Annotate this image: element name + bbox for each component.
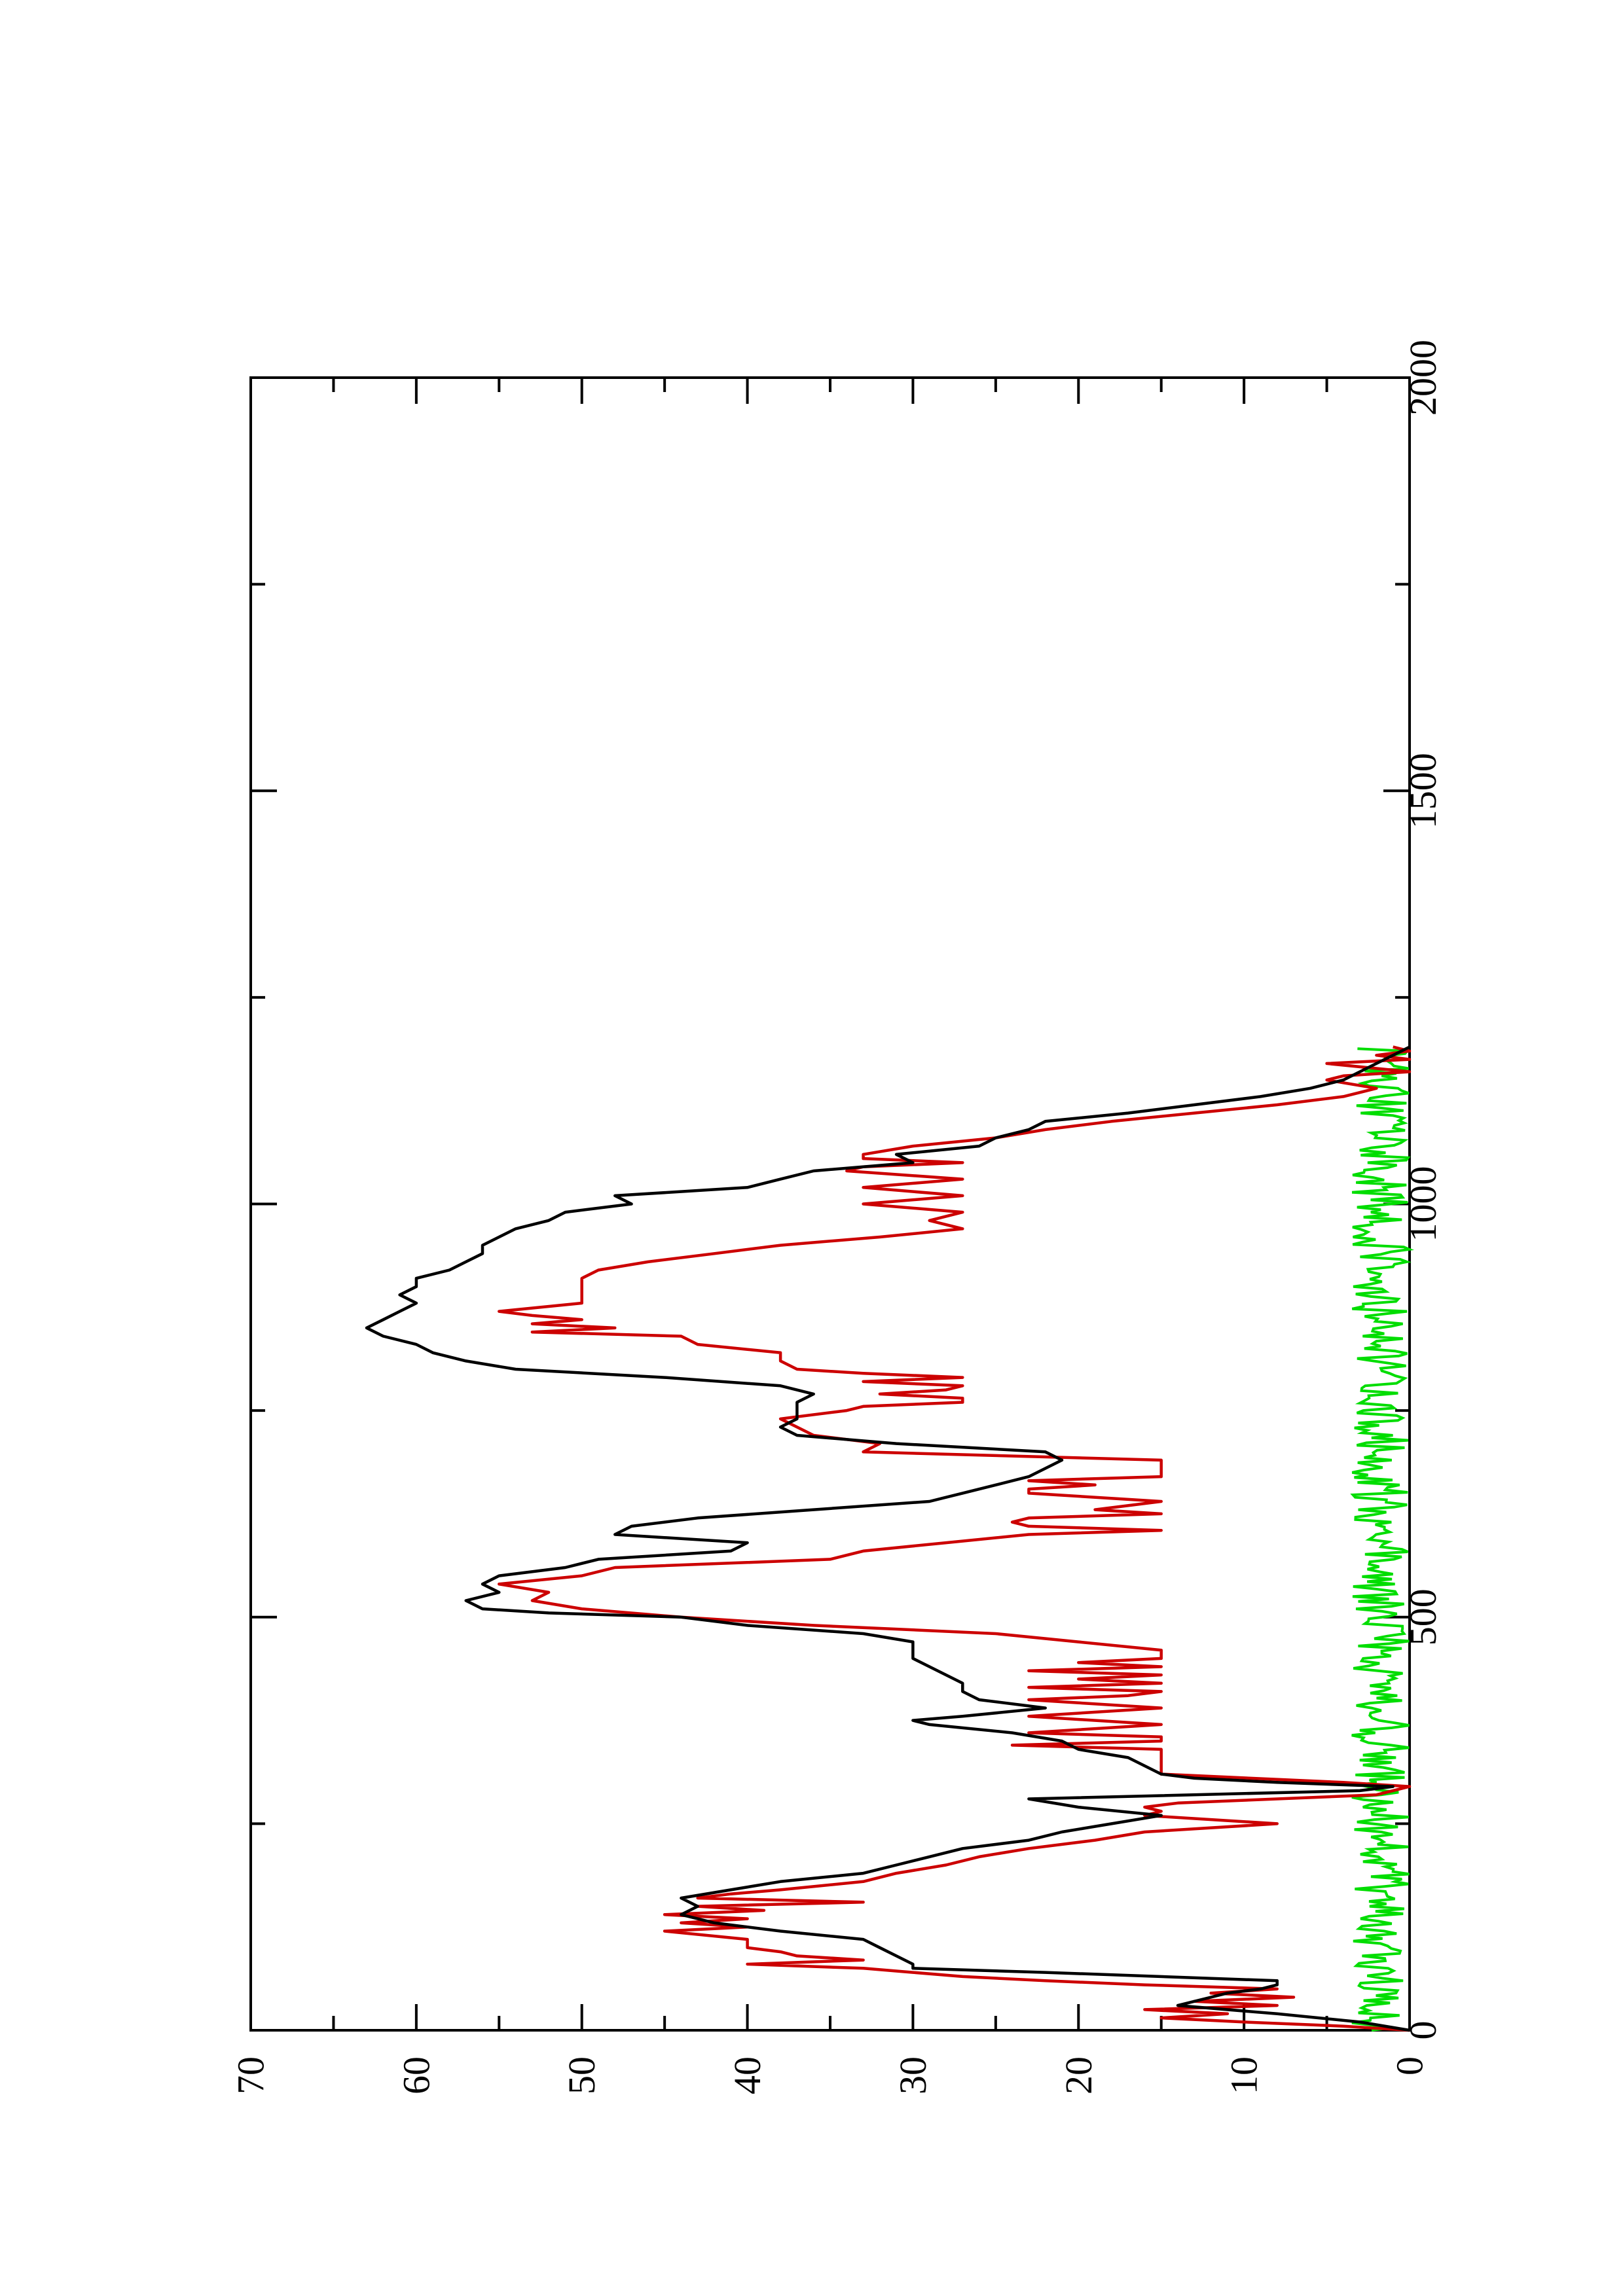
y-tick-label: 60: [395, 2056, 437, 2094]
y-tick-label: 70: [230, 2056, 272, 2094]
y-tick-label: 20: [1057, 2056, 1100, 2094]
series-red-line: [498, 1045, 1412, 2032]
series-green-line: [1350, 1047, 1415, 2032]
y-tick-label: 40: [726, 2056, 769, 2094]
plot-frame: [249, 376, 1411, 2032]
series-black-line: [365, 1045, 1411, 2032]
y-tick-label: 0: [1389, 2056, 1431, 2075]
x-tick-label: 1000: [1402, 1166, 1444, 1242]
x-tick-label: 2000: [1402, 340, 1444, 416]
x-tick-label: 500: [1402, 1588, 1444, 1645]
x-tick-label: 1500: [1402, 753, 1444, 829]
y-tick-label: 30: [892, 2056, 934, 2094]
y-tick-label: 10: [1223, 2056, 1266, 2094]
y-tick-label: 50: [560, 2056, 603, 2094]
